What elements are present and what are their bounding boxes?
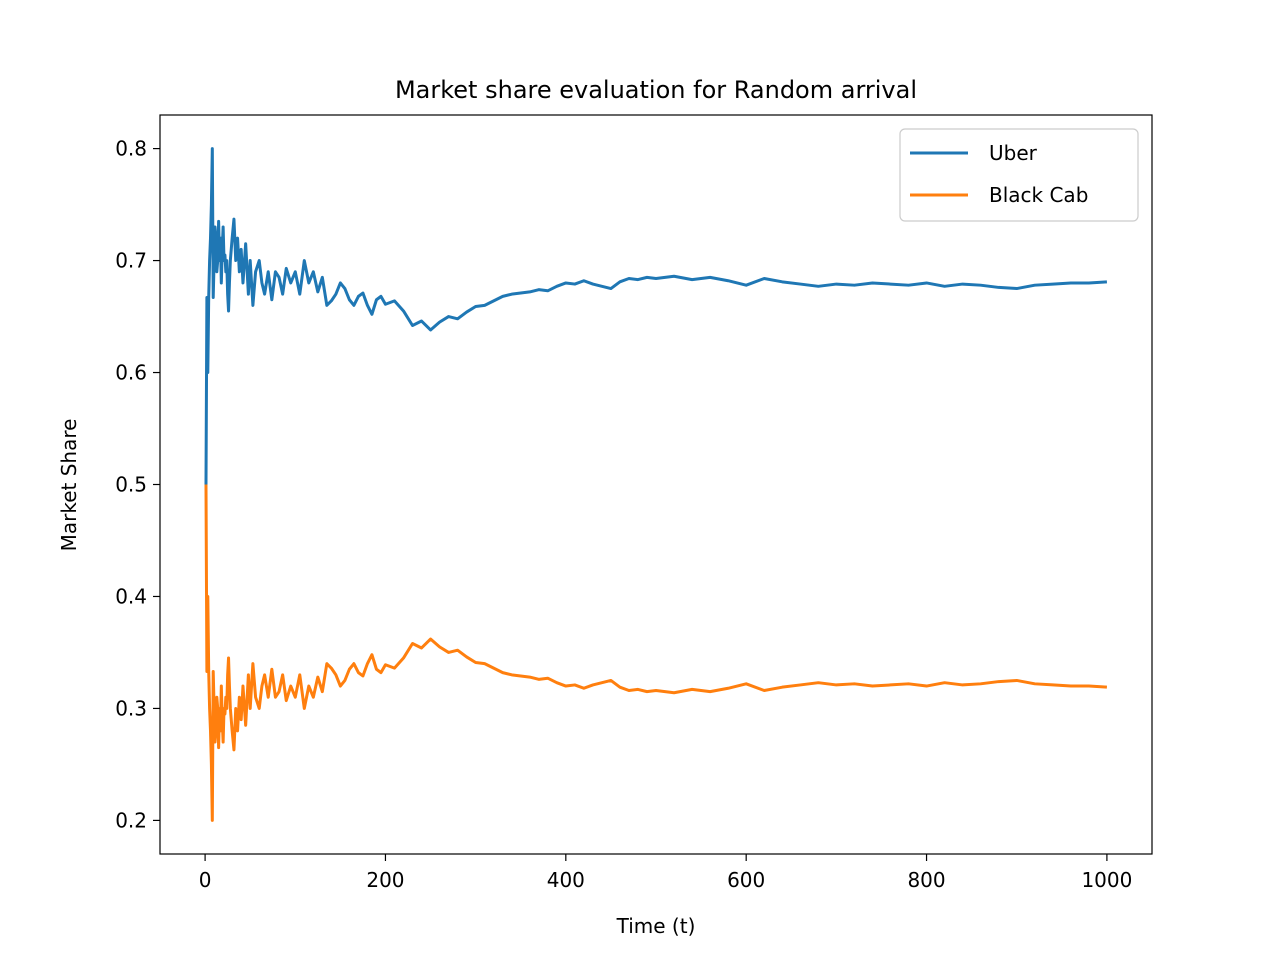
y-axis-label: Market Share xyxy=(57,419,81,552)
legend-label-uber: Uber xyxy=(989,141,1038,165)
series-line-uber xyxy=(204,147,1108,485)
x-tick-label: 0 xyxy=(199,868,212,892)
y-tick-label: 0.4 xyxy=(115,584,147,608)
series-line-black-cab xyxy=(204,484,1108,822)
series-layer xyxy=(204,147,1108,822)
x-tick-label: 800 xyxy=(907,868,945,892)
y-tick-label: 0.2 xyxy=(115,808,147,832)
x-tick-label: 400 xyxy=(547,868,585,892)
y-tick-label: 0.8 xyxy=(115,137,147,161)
x-axis-label: Time (t) xyxy=(616,914,696,938)
y-axis: 0.2 0.3 0.4 0.5 0.6 0.7 0.8 xyxy=(115,137,160,832)
x-axis: 0 200 400 600 800 1000 xyxy=(199,854,1132,892)
y-tick-label: 0.6 xyxy=(115,361,147,385)
x-tick-label: 1000 xyxy=(1081,868,1132,892)
x-tick-label: 200 xyxy=(366,868,404,892)
x-tick-label: 600 xyxy=(727,868,765,892)
y-tick-label: 0.5 xyxy=(115,473,147,497)
y-tick-label: 0.7 xyxy=(115,249,147,273)
chart-title: Market share evaluation for Random arriv… xyxy=(395,76,917,104)
y-tick-label: 0.3 xyxy=(115,696,147,720)
legend: Uber Black Cab xyxy=(899,128,1139,222)
legend-label-black-cab: Black Cab xyxy=(989,183,1088,207)
